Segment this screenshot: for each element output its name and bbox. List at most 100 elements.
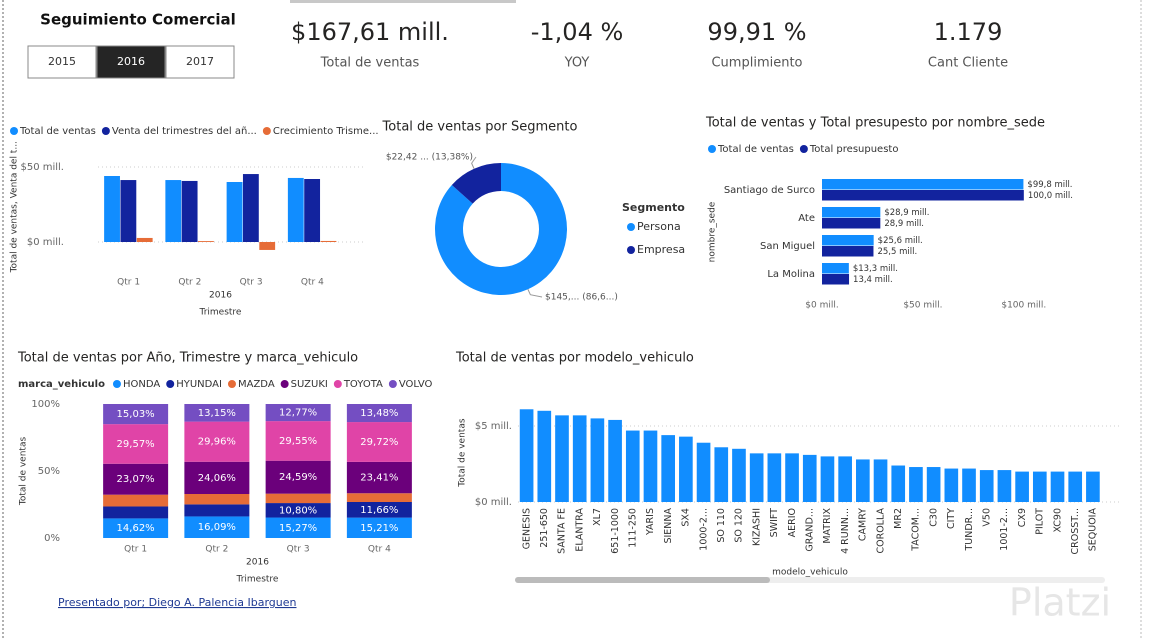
bar <box>856 459 870 502</box>
year-button[interactable] <box>165 45 235 79</box>
data-label: 28,9 mill. <box>884 219 924 229</box>
bar <box>714 447 729 502</box>
bar <box>608 419 622 502</box>
bar <box>198 241 214 242</box>
chart-title: Total de ventas por Año, Trimestre y mar… <box>17 351 358 366</box>
x-tick-label: SANTA FE <box>557 508 568 554</box>
data-label: 13,48% <box>360 408 398 419</box>
bar <box>1050 471 1065 502</box>
bar-segment <box>103 518 169 538</box>
data-label: 13,15% <box>198 408 236 419</box>
chart-title: Total de ventas y Total presupesto por n… <box>705 116 1045 131</box>
bar <box>242 174 259 242</box>
data-label: 23,41% <box>360 473 398 484</box>
x-tick-label: CX9 <box>1017 508 1028 527</box>
bar-segment <box>265 493 331 504</box>
bar <box>822 179 1024 190</box>
bar <box>304 179 321 242</box>
year-button-label[interactable]: 2017 <box>186 55 214 68</box>
bar <box>822 246 874 257</box>
leader-line <box>527 289 543 298</box>
bar <box>519 409 534 502</box>
y-tick-label: 50% <box>38 466 60 477</box>
x-tick-label: MR2 <box>893 508 904 529</box>
footer-link[interactable]: Presentado por; Diego A. Palencia Ibargu… <box>58 596 297 609</box>
bar <box>643 430 658 502</box>
bar-segment <box>265 404 331 422</box>
x-tick-label: Qtr 2 <box>178 278 201 288</box>
y-tick-label: 0% <box>44 533 60 544</box>
x-tick-label: TACOM... <box>911 508 922 552</box>
bar-segment <box>346 493 412 502</box>
bar-segment <box>103 506 169 519</box>
data-label: 29,55% <box>279 436 317 447</box>
legend-label: MAZDA <box>238 379 275 390</box>
year-button-label[interactable]: 2016 <box>117 55 145 68</box>
scrollbar-thumb[interactable] <box>515 577 770 583</box>
bar <box>822 190 1024 201</box>
legend-marker <box>627 246 635 254</box>
x-tick-label: SIENNA <box>663 507 674 543</box>
y-tick-label: $0 mill. <box>27 237 64 248</box>
bar <box>979 470 994 502</box>
bar <box>749 453 764 502</box>
bar <box>287 177 304 242</box>
bar <box>822 235 874 246</box>
legend-marker <box>388 380 397 388</box>
legend-title: Segmento <box>622 201 685 214</box>
bar-segment <box>103 463 169 495</box>
data-label: 25,5 mill. <box>877 247 917 257</box>
bar <box>1068 471 1083 502</box>
x-tick-label: Qtr 4 <box>368 545 391 555</box>
data-label: 29,96% <box>198 437 236 448</box>
x-tick-label: GENESIS <box>521 508 532 549</box>
x-tick-label: Qtr 1 <box>124 545 147 555</box>
legend-marker <box>101 127 110 135</box>
x-tick-label: COROLLA <box>875 508 886 554</box>
legend-label: HYUNDAI <box>176 379 222 390</box>
x-tick-label: YARIS <box>645 508 656 536</box>
bar-segment <box>346 461 412 494</box>
x-tick-label: GRAND... <box>805 508 816 552</box>
bar <box>838 456 852 502</box>
data-label: 11,66% <box>360 505 398 516</box>
legend-label: Total de ventas <box>717 144 794 155</box>
year-button-label[interactable]: 2015 <box>48 55 76 68</box>
kpi-value: $167,61 mill. <box>291 18 449 46</box>
data-label: 16,09% <box>198 522 236 533</box>
kpi-label: YOY <box>564 56 590 71</box>
bar-segment <box>265 503 331 518</box>
y-axis-title: Total de ventas <box>19 437 29 507</box>
data-label: $28,9 mill. <box>884 208 929 218</box>
bar <box>891 465 906 502</box>
bar-segment <box>346 422 412 462</box>
bar-segment <box>184 504 250 517</box>
year-button[interactable] <box>96 45 166 79</box>
top-handle <box>290 0 516 3</box>
y-axis-title: Total de ventas, Venta del t... <box>10 141 20 273</box>
year-button[interactable] <box>27 45 97 79</box>
bar <box>822 207 881 218</box>
bar <box>1015 471 1029 502</box>
data-label: 24,59% <box>279 472 317 483</box>
year-buttons: 2015 2016 2017 <box>27 45 235 79</box>
kpi-label: Cant Cliente <box>928 56 1008 71</box>
bar <box>785 453 799 502</box>
x-tick-label: SX4 <box>681 508 692 527</box>
donut-slice <box>435 163 568 295</box>
data-label: $13,3 mill. <box>853 264 898 274</box>
legend-label: Total de ventas <box>19 126 96 137</box>
x-tick-label: 111-250 <box>628 508 639 548</box>
bar-segment <box>103 494 169 507</box>
x-axis-title: Trimestre <box>199 308 242 318</box>
bar-segment <box>265 421 331 461</box>
legend-marker <box>280 380 289 388</box>
x-axis-title: Trimestre <box>236 575 279 585</box>
legend-label: Crecimiento Trisme... <box>273 126 379 137</box>
x-tick-label: XL7 <box>592 508 603 526</box>
bar <box>1032 471 1047 502</box>
bar <box>537 410 552 502</box>
y-tick-label: Ate <box>798 213 815 224</box>
bar <box>590 418 605 502</box>
